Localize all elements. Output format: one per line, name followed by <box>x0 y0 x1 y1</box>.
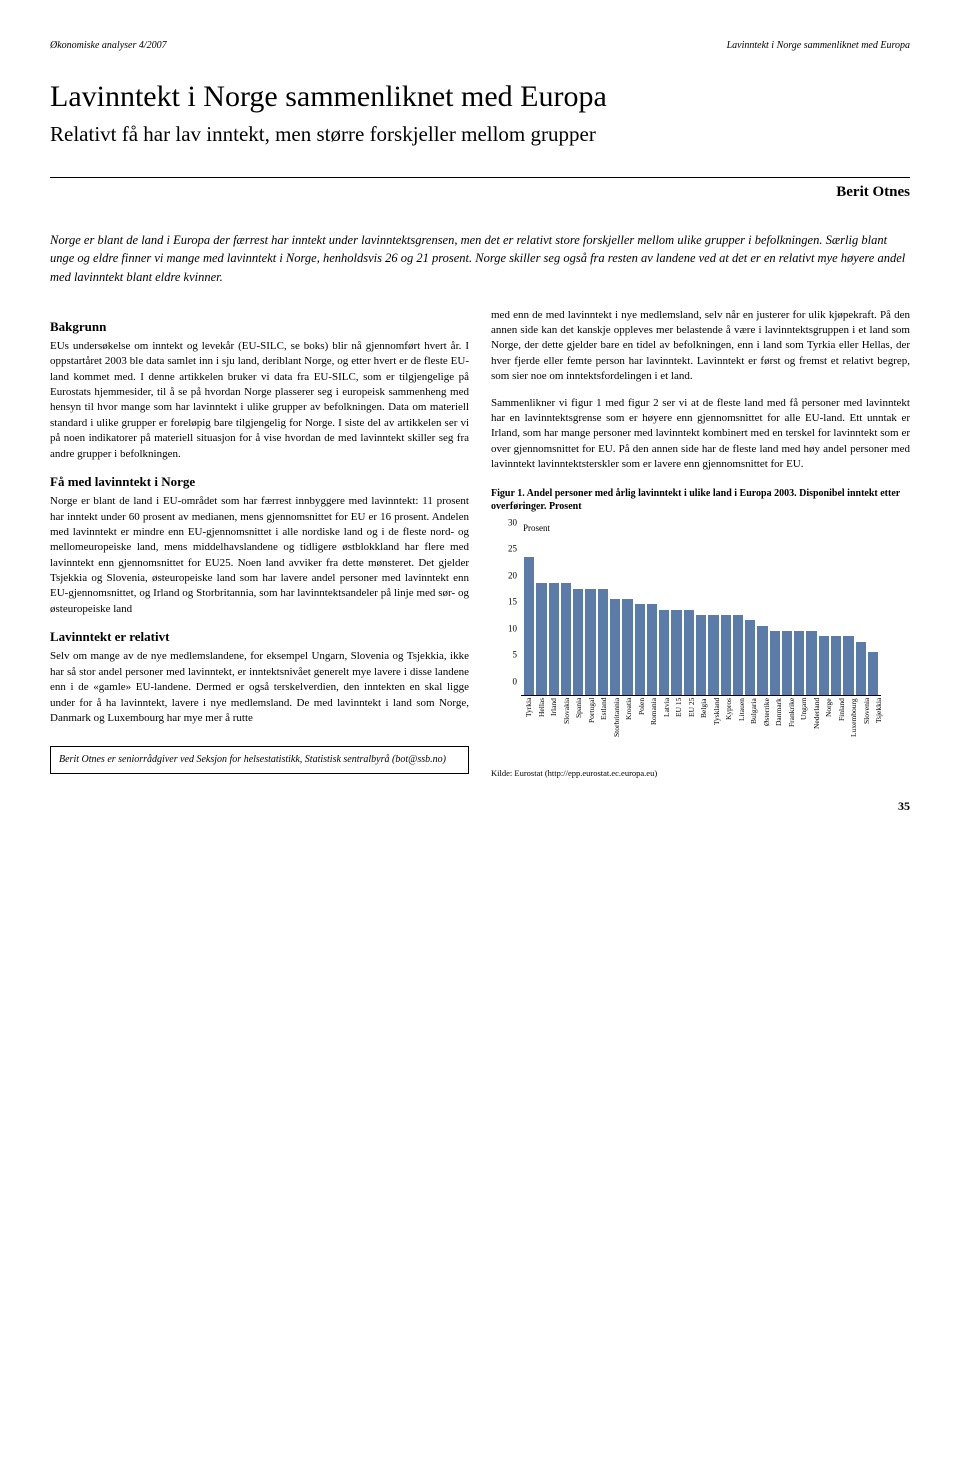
chart-bar <box>868 652 878 694</box>
chart-bar <box>598 589 608 695</box>
x-tick-label: Tyrkia <box>524 698 535 758</box>
x-tick-label: Danmark <box>774 698 785 758</box>
x-tick-label: Romania <box>649 698 660 758</box>
x-tick-label: Belgia <box>699 698 710 758</box>
x-tick-label: Finland <box>837 698 848 758</box>
header-left: Økonomiske analyser 4/2007 <box>50 40 167 51</box>
x-tick-label: Portugal <box>587 698 598 758</box>
x-tick-label: Frankrike <box>787 698 798 758</box>
y-tick: 0 <box>513 676 522 689</box>
y-tick: 20 <box>508 570 521 583</box>
body-paragraph: med enn de med lavinntekt i nye medlemsl… <box>491 308 910 385</box>
chart-bar <box>708 615 718 695</box>
article-lede: Norge er blant de land i Europa der færr… <box>50 231 910 285</box>
x-tick-label: Slovenia <box>862 698 873 758</box>
chart-container: Prosent 051015202530 TyrkiaHellasIrlandS… <box>491 522 910 780</box>
chart-bar <box>782 631 792 695</box>
x-tick-label: Irland <box>549 698 560 758</box>
chart-bar <box>819 636 829 694</box>
figure-caption: Figur 1. Andel personer med årlig lavinn… <box>491 487 910 514</box>
article-author: Berit Otnes <box>50 178 910 201</box>
chart-bar <box>622 599 632 694</box>
x-tick-label: Kypros <box>724 698 735 758</box>
chart-bar <box>524 557 534 695</box>
chart-bar <box>806 631 816 695</box>
header-right: Lavinntekt i Norge sammenliknet med Euro… <box>727 40 910 51</box>
x-tick-label: Estland <box>599 698 610 758</box>
right-column: med enn de med lavinntekt i nye medlemsl… <box>491 308 910 780</box>
chart-x-labels: TyrkiaHellasIrlandSlovakiaSpaniaPortugal… <box>521 698 881 758</box>
x-tick-label: Slovakia <box>562 698 573 758</box>
chart-bar <box>659 610 669 695</box>
chart-bar <box>770 631 780 695</box>
body-paragraph: Norge er blant de land i EU-området som … <box>50 494 469 617</box>
y-tick: 5 <box>513 649 522 662</box>
chart-bar <box>647 604 657 694</box>
x-tick-label: EU 15 <box>674 698 685 758</box>
y-tick: 30 <box>508 517 521 530</box>
chart-bar <box>831 636 841 694</box>
y-tick: 15 <box>508 596 521 609</box>
x-tick-label: Polen <box>637 698 648 758</box>
x-tick-label: Tyskland <box>712 698 723 758</box>
chart-bar <box>696 615 706 695</box>
chart-bar <box>549 583 559 694</box>
body-paragraph: Sammenlikner vi figur 1 med figur 2 ser … <box>491 396 910 473</box>
body-paragraph: EUs undersøkelse om inntekt og levekår (… <box>50 339 469 462</box>
x-tick-label: Spania <box>574 698 585 758</box>
x-tick-label: Norge <box>824 698 835 758</box>
x-tick-label: Storbritannia <box>612 698 623 758</box>
chart-bar <box>561 583 571 694</box>
page-number: 35 <box>50 799 910 814</box>
x-tick-label: Bulgaria <box>749 698 760 758</box>
chart-bars <box>521 536 881 695</box>
chart-bar <box>684 610 694 695</box>
x-tick-label: EU 25 <box>687 698 698 758</box>
x-tick-label: Østerrike <box>762 698 773 758</box>
chart-bar <box>856 642 866 695</box>
section-heading-fa-med: Få med lavinntekt i Norge <box>50 473 469 491</box>
chart-bar <box>733 615 743 695</box>
chart-bar <box>745 620 755 694</box>
x-tick-label: Ungarn <box>799 698 810 758</box>
chart-bar <box>536 583 546 694</box>
x-tick-label: Tsjekkia <box>874 698 885 758</box>
article-title: Lavinntekt i Norge sammenliknet med Euro… <box>50 79 910 115</box>
chart-bar <box>610 599 620 694</box>
x-tick-label: Litauen <box>737 698 748 758</box>
y-axis-label: Prosent <box>523 522 550 535</box>
y-tick: 10 <box>508 623 521 636</box>
chart-bar <box>635 604 645 694</box>
chart-bar <box>671 610 681 695</box>
x-tick-label: Nederland <box>812 698 823 758</box>
chart-bar <box>843 636 853 694</box>
left-column: Bakgrunn EUs undersøkelse om inntekt og … <box>50 308 469 780</box>
chart-bar <box>757 626 767 695</box>
x-tick-label: Luxembourg <box>849 698 860 758</box>
article-subtitle: Relativt få har lav inntekt, men større … <box>50 121 910 147</box>
section-heading-bakgrunn: Bakgrunn <box>50 318 469 336</box>
author-note-box: Berit Otnes er seniorrådgiver ved Seksjo… <box>50 746 469 774</box>
chart-bar <box>721 615 731 695</box>
body-paragraph: Selv om mange av de nye medlemslandene, … <box>50 649 469 726</box>
chart-bar <box>573 589 583 695</box>
x-tick-label: Kroatia <box>624 698 635 758</box>
x-tick-label: Hellas <box>537 698 548 758</box>
x-tick-label: Latvia <box>662 698 673 758</box>
chart-bar <box>585 589 595 695</box>
section-heading-relativt: Lavinntekt er relativt <box>50 628 469 646</box>
chart-source: Kilde: Eurostat (http://epp.eurostat.ec.… <box>491 768 910 780</box>
y-tick: 25 <box>508 543 521 556</box>
chart-bar <box>794 631 804 695</box>
